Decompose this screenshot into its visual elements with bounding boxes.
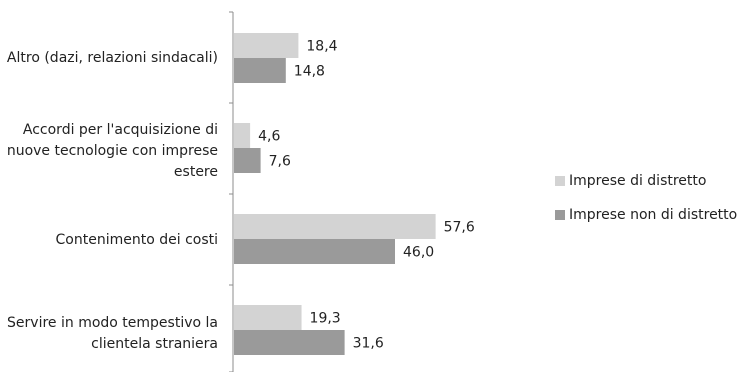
bar-non-distretto-1 [234, 148, 261, 173]
bar-non-distretto-2 [234, 239, 395, 264]
category-label-altro: Altro (dazi, relazioni sindacali) [6, 50, 218, 66]
legend-label-non-distretto: Imprese non di distretto [569, 207, 737, 223]
legend-item-non-distretto: Imprese non di distretto [555, 205, 737, 225]
bar-non-distretto-0 [234, 58, 286, 83]
data-label-non-distretto-0: 14,8 [294, 64, 325, 80]
bar-distretto-3 [234, 305, 302, 330]
legend-label-distretto: Imprese di distretto [569, 173, 707, 189]
legend-swatch-distretto [555, 176, 565, 186]
data-label-non-distretto-1: 7,6 [269, 154, 291, 170]
bar-distretto-1 [234, 123, 251, 148]
data-label-non-distretto-3: 31,6 [353, 336, 384, 352]
data-label-non-distretto-2: 46,0 [403, 245, 434, 261]
category-label-contenimento: Contenimento dei costi [55, 232, 218, 248]
data-label-distretto-1: 4,6 [258, 129, 280, 145]
data-label-distretto-3: 19,3 [310, 311, 341, 327]
category-label-servire: Servire in modo tempestivo la clientela … [7, 315, 218, 352]
bar-non-distretto-3 [234, 330, 345, 355]
category-label-accordi: Accordi per l'acquisizione di nuove tecn… [6, 122, 218, 180]
bar-distretto-2 [234, 214, 436, 239]
data-label-distretto-0: 18,4 [306, 39, 337, 55]
legend-item-distretto: Imprese di distretto [555, 171, 706, 191]
legend-swatch-non-distretto [555, 210, 565, 220]
bar-distretto-0 [234, 33, 299, 58]
data-label-distretto-2: 57,6 [444, 220, 475, 236]
